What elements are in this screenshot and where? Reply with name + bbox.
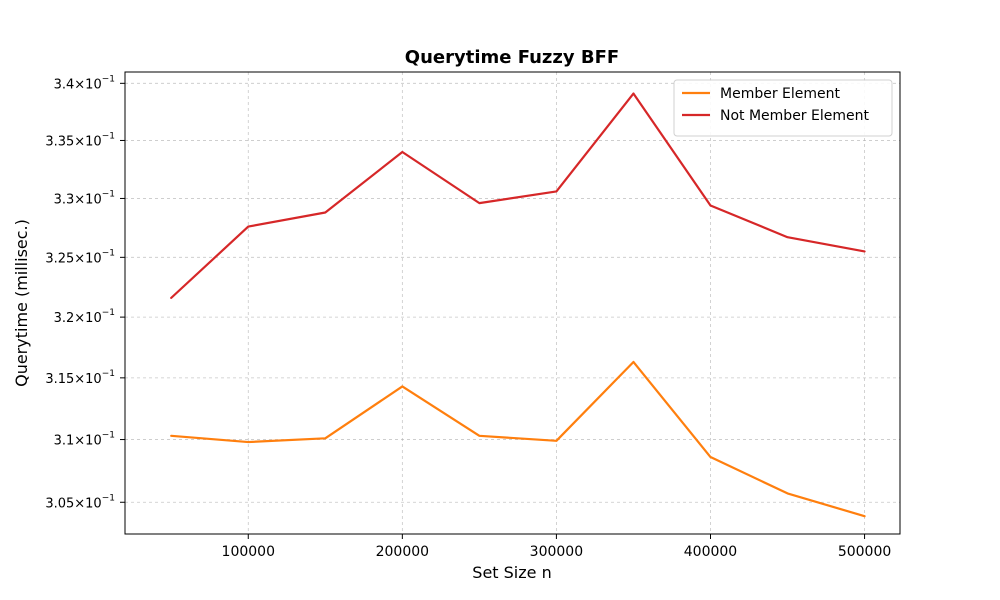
- y-tick-label: 3.3×10−1: [54, 189, 115, 207]
- plot-area-frame: [124, 71, 901, 535]
- y-tick-label: 3.05×10−1: [45, 493, 115, 511]
- legend: Member Element Not Member Element: [673, 79, 893, 137]
- legend-label: Not Member Element: [720, 108, 869, 124]
- x-tick-label: 500000: [838, 544, 891, 560]
- legend-box: [673, 79, 893, 137]
- legend-label: Member Element: [720, 86, 841, 102]
- y-tick-label: 3.1×10−1: [54, 431, 115, 449]
- x-tick-label: 100000: [222, 544, 275, 560]
- x-tick-label: 200000: [376, 544, 429, 560]
- y-axis-ticks: 3.05×10−1 3.1×10−1 3.15×10−1 3.2×10−1 3.25×1…: [45, 74, 125, 511]
- y-tick-label: 3.4×10−1: [54, 74, 115, 92]
- series-line-1: [170, 360, 866, 518]
- series-layer: [170, 92, 866, 518]
- y-tick-label: 3.35×10−1: [45, 131, 115, 149]
- y-tick-label: 3.25×10−1: [45, 248, 115, 266]
- x-tick-label: 400000: [684, 544, 737, 560]
- chart-title: Querytime Fuzzy BFF: [405, 47, 619, 68]
- y-axis-label: Querytime (millisec.): [12, 219, 31, 387]
- series-line-2: [170, 92, 866, 299]
- y-tick-label: 3.15×10−1: [45, 369, 115, 387]
- y-tick-label: 3.2×10−1: [54, 308, 115, 326]
- grid-layer: [125, 72, 900, 534]
- x-axis-label: Set Size n: [472, 563, 551, 582]
- x-tick-label: 300000: [530, 544, 583, 560]
- x-axis-ticks: 100000 200000 300000 400000 500000: [222, 534, 891, 560]
